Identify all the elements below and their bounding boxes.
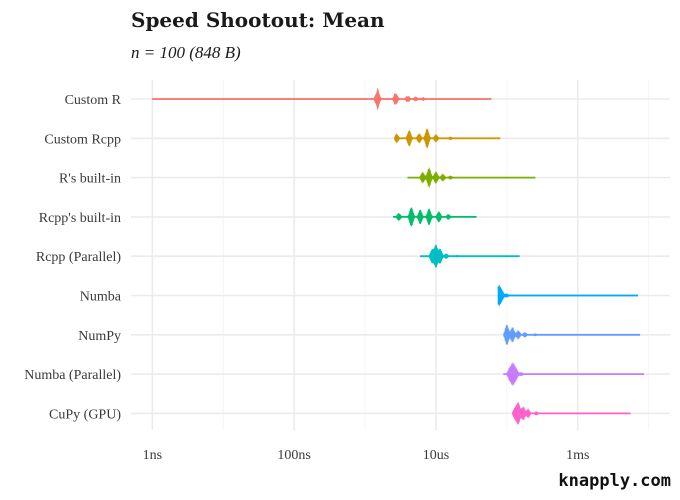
violin-r-s-built-in [407, 167, 536, 188]
y-category-label: Custom Rcpp [44, 132, 121, 147]
x-tick-label: 1ms [566, 448, 589, 463]
y-category-label: Rcpp's built-in [39, 211, 121, 226]
y-category-label: Custom R [65, 93, 122, 108]
chart-title: Speed Shootout: Mean [131, 8, 385, 32]
x-tick-label: 100ns [277, 448, 310, 463]
y-category-label: NumPy [78, 329, 121, 344]
x-axis-labels: 1ns 100ns 10us 1ms [143, 448, 590, 463]
violin-numpy [503, 324, 641, 346]
y-axis-labels: Custom R Custom Rcpp R's built-in Rcpp's bu… [24, 93, 122, 422]
y-category-label: Rcpp (Parallel) [36, 250, 121, 265]
y-category-label: Numba (Parallel) [24, 368, 121, 383]
y-category-label: Numba [80, 290, 122, 305]
violin-rcpp-parallel [419, 244, 520, 269]
y-category-label: CuPy (GPU) [49, 407, 121, 422]
y-category-label: R's built-in [59, 172, 121, 187]
grid-lines [131, 80, 670, 430]
violin-numba-parallel [503, 362, 644, 386]
chart-subtitle: n = 100 (848 B) [131, 43, 241, 62]
violin-custom-rcpp [394, 128, 501, 149]
x-tick-label: 1ns [143, 448, 162, 463]
chart-caption: knapply.com [558, 471, 671, 491]
violin-rcpp-s-built-in [392, 207, 477, 227]
violin-cupy-gpu [512, 402, 631, 425]
violin-numba [497, 284, 638, 307]
violin-custom-r [152, 87, 492, 111]
x-tick-label: 10us [423, 448, 449, 463]
violins [152, 87, 644, 425]
